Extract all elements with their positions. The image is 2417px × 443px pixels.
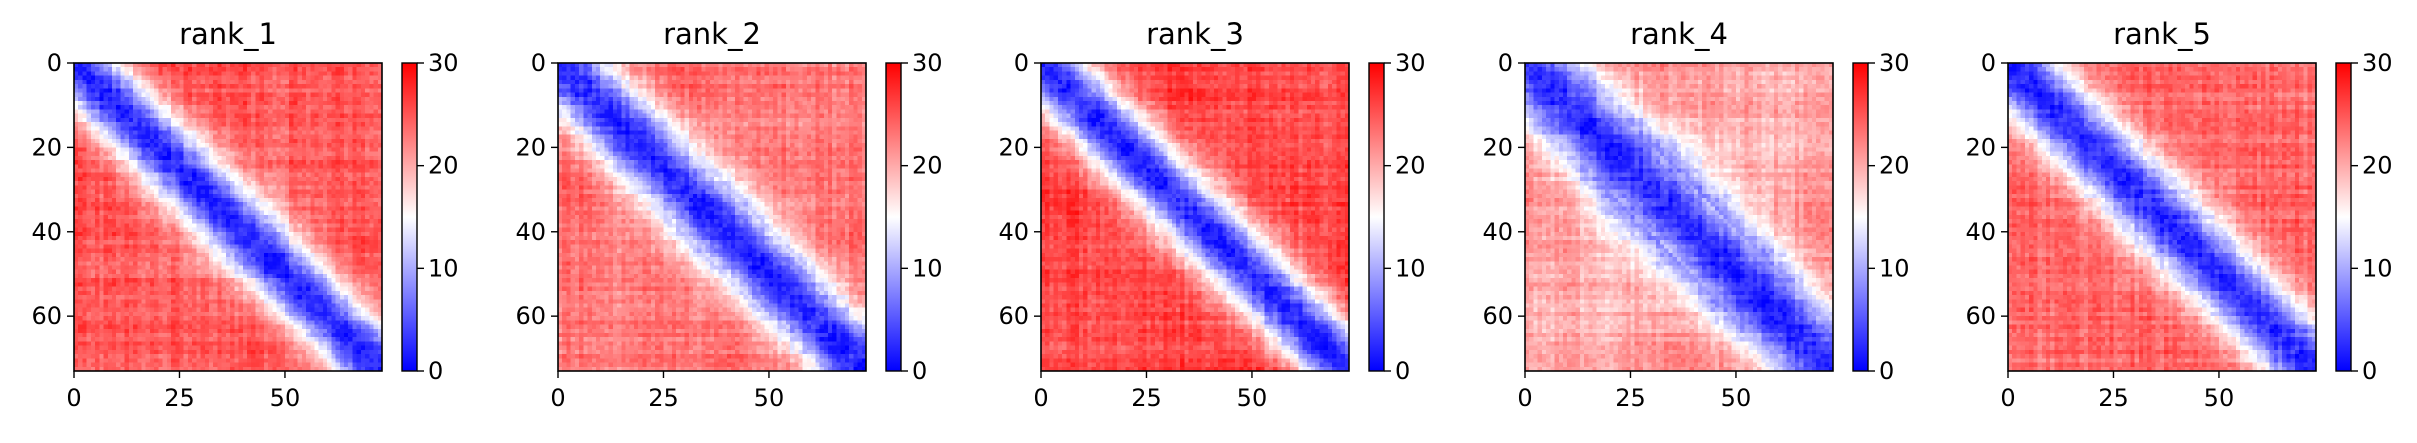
heatmap-svg-3: rank_3 0 25 50 0 20 40 60 0 10 20 30 — [998, 17, 1426, 412]
y-tick-label: 60 — [31, 302, 62, 330]
heatmap-panel-3: rank_3 0 25 50 0 20 40 60 0 10 20 30 — [967, 0, 1450, 438]
chart-title: rank_3 — [1146, 17, 1244, 51]
heatmap-cells — [1525, 63, 1833, 371]
colorbar-tick-label: 20 — [2362, 152, 2393, 180]
x-tick-label: 25 — [1615, 384, 1646, 412]
y-tick-label: 40 — [31, 218, 62, 246]
colorbar-tick-label: 0 — [2362, 357, 2377, 385]
heatmap-panel-4: rank_4 0 25 50 0 20 40 60 0 10 20 30 — [1451, 0, 1934, 438]
heatmap-cells — [2008, 63, 2316, 371]
heatmap-svg-5: rank_5 0 25 50 0 20 40 60 0 10 20 30 — [1965, 17, 2393, 412]
axes-frame — [2007, 62, 2317, 372]
colorbar — [1852, 62, 1869, 372]
colorbar-tick-label: 20 — [1879, 152, 1910, 180]
colorbar-tick-label: 30 — [912, 49, 943, 77]
x-tick-label: 0 — [1033, 384, 1048, 412]
x-tick-label: 50 — [754, 384, 785, 412]
x-tick-label: 25 — [164, 384, 195, 412]
colorbar — [401, 62, 418, 372]
chart-title: rank_1 — [179, 17, 277, 51]
colorbar-tick-label: 0 — [428, 357, 443, 385]
y-tick-label: 20 — [31, 133, 62, 161]
y-tick-label: 40 — [515, 218, 546, 246]
x-tick-label: 0 — [2000, 384, 2015, 412]
colorbar-tick-label: 0 — [1395, 357, 1410, 385]
heatmap-panel-1: rank_1 0 25 50 0 20 40 60 0 10 20 30 — [0, 0, 483, 438]
heatmap-panel-2: rank_2 0 25 50 0 20 40 60 0 10 20 30 — [484, 0, 967, 438]
y-tick-label: 40 — [1965, 218, 1996, 246]
colorbar-tick-label: 30 — [2362, 49, 2393, 77]
x-tick-label: 50 — [1237, 384, 1268, 412]
axes-frame — [1524, 62, 1834, 372]
colorbar-tick-label: 10 — [2362, 254, 2393, 282]
chart-title: rank_4 — [1630, 17, 1728, 51]
x-tick-label: 0 — [1517, 384, 1532, 412]
axes-frame — [73, 62, 383, 372]
colorbar-tick-label: 30 — [428, 49, 459, 77]
x-tick-label: 25 — [1131, 384, 1162, 412]
colorbar-tick-label: 20 — [912, 152, 943, 180]
y-tick-label: 20 — [1965, 133, 1996, 161]
colorbar-tick-label: 30 — [1879, 49, 1910, 77]
colorbar-tick-label: 10 — [1395, 254, 1426, 282]
x-tick-label: 50 — [1721, 384, 1752, 412]
x-tick-label: 50 — [270, 384, 301, 412]
y-tick-label: 0 — [47, 49, 62, 77]
colorbar-tick-label: 20 — [1395, 152, 1426, 180]
y-tick-label: 60 — [515, 302, 546, 330]
y-tick-label: 60 — [998, 302, 1029, 330]
y-tick-label: 20 — [998, 133, 1029, 161]
y-tick-label: 0 — [1498, 49, 1513, 77]
y-tick-label: 60 — [1482, 302, 1513, 330]
colorbar-tick-label: 0 — [912, 357, 927, 385]
x-tick-label: 0 — [550, 384, 565, 412]
x-tick-label: 0 — [66, 384, 81, 412]
y-tick-label: 0 — [531, 49, 546, 77]
chart-title: rank_2 — [663, 17, 761, 51]
colorbar — [2335, 62, 2352, 372]
heatmap-panel-5: rank_5 0 25 50 0 20 40 60 0 10 20 30 — [1934, 0, 2417, 438]
y-tick-label: 20 — [515, 133, 546, 161]
colorbar — [1368, 62, 1385, 372]
heatmap-cells — [558, 63, 866, 371]
colorbar-tick-label: 10 — [912, 254, 943, 282]
colorbar-tick-label: 0 — [1879, 357, 1894, 385]
colorbar-tick-label: 20 — [428, 152, 459, 180]
y-tick-label: 20 — [1482, 133, 1513, 161]
y-tick-label: 60 — [1965, 302, 1996, 330]
y-tick-label: 40 — [1482, 218, 1513, 246]
heatmap-svg-2: rank_2 0 25 50 0 20 40 60 0 10 20 30 — [515, 17, 943, 412]
x-tick-label: 50 — [2204, 384, 2235, 412]
colorbar-tick-label: 10 — [1879, 254, 1910, 282]
x-tick-label: 25 — [648, 384, 679, 412]
chart-title: rank_5 — [2113, 17, 2211, 51]
colorbar-tick-label: 30 — [1395, 49, 1426, 77]
axes-frame — [1040, 62, 1350, 372]
heatmap-cells — [1041, 63, 1349, 371]
heatmap-svg-4: rank_4 0 25 50 0 20 40 60 0 10 20 30 — [1482, 17, 1910, 412]
colorbar-tick-label: 10 — [428, 254, 459, 282]
heatmap-cells — [74, 63, 382, 371]
y-tick-label: 0 — [1981, 49, 1996, 77]
y-tick-label: 40 — [998, 218, 1029, 246]
x-tick-label: 25 — [2098, 384, 2129, 412]
colorbar — [885, 62, 902, 372]
heatmap-svg-1: rank_1 0 25 50 0 20 40 60 0 10 20 30 — [31, 17, 459, 412]
y-tick-label: 0 — [1014, 49, 1029, 77]
axes-frame — [557, 62, 867, 372]
